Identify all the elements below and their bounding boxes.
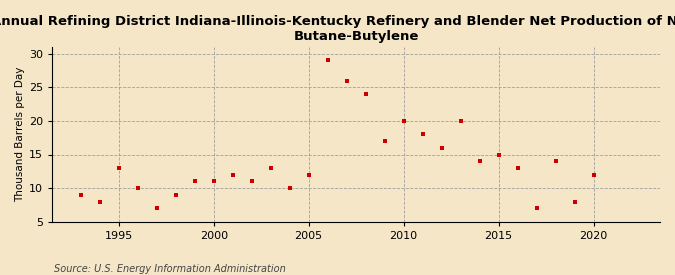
Point — [455, 119, 466, 123]
Point — [436, 145, 447, 150]
Point — [209, 179, 219, 184]
Point — [113, 166, 124, 170]
Point — [417, 132, 428, 136]
Point — [151, 206, 162, 210]
Point — [76, 192, 86, 197]
Point — [132, 186, 143, 190]
Point — [284, 186, 295, 190]
Point — [190, 179, 200, 184]
Point — [95, 199, 105, 204]
Point — [322, 58, 333, 63]
Y-axis label: Thousand Barrels per Day: Thousand Barrels per Day — [15, 67, 25, 202]
Point — [475, 159, 485, 163]
Title: Annual Refining District Indiana-Illinois-Kentucky Refinery and Blender Net Prod: Annual Refining District Indiana-Illinoi… — [0, 15, 675, 43]
Point — [265, 166, 276, 170]
Point — [531, 206, 542, 210]
Point — [398, 119, 409, 123]
Point — [170, 192, 181, 197]
Point — [550, 159, 561, 163]
Point — [360, 92, 371, 96]
Point — [303, 172, 314, 177]
Point — [588, 172, 599, 177]
Point — [342, 78, 352, 83]
Point — [379, 139, 390, 143]
Point — [512, 166, 523, 170]
Point — [493, 152, 504, 157]
Point — [569, 199, 580, 204]
Text: Source: U.S. Energy Information Administration: Source: U.S. Energy Information Administ… — [54, 264, 286, 274]
Point — [246, 179, 257, 184]
Point — [227, 172, 238, 177]
